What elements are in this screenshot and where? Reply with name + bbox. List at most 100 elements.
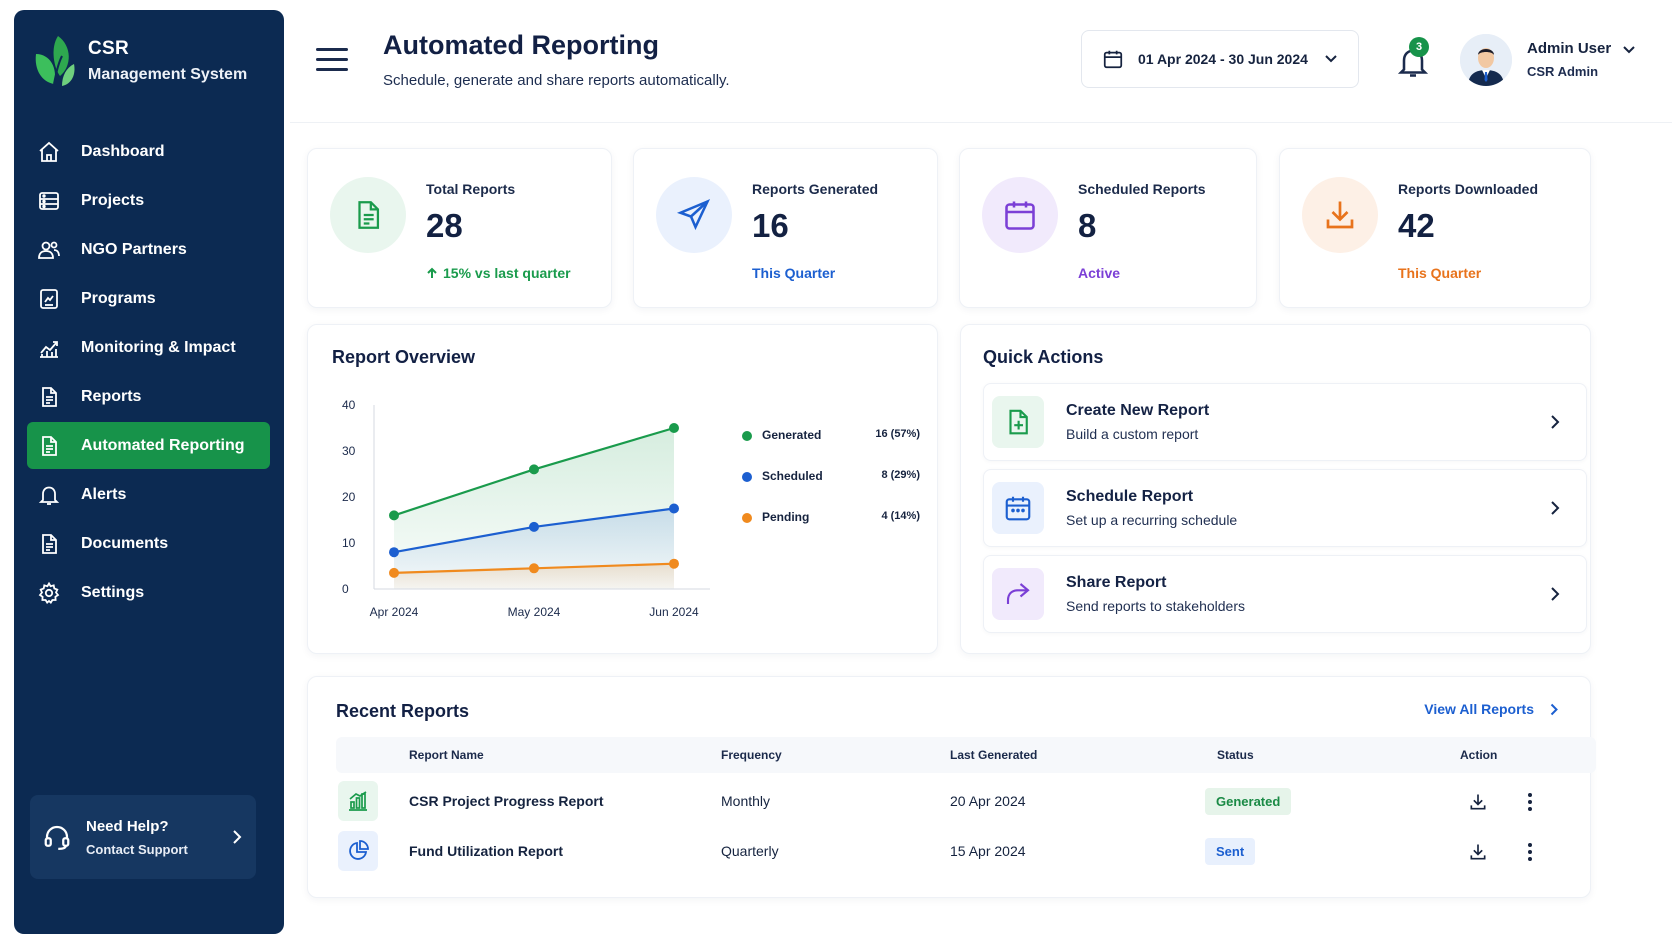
brand-subtitle: Management System <box>88 66 248 83</box>
stat-value: 42 <box>1398 207 1435 244</box>
header-divider <box>290 122 1672 123</box>
report-name[interactable]: CSR Project Progress Report <box>409 793 604 809</box>
document-plus-icon <box>1009 409 1028 435</box>
users-icon <box>38 241 60 259</box>
page-title: Automated Reporting <box>383 30 659 60</box>
column-header-status: Status <box>1217 748 1254 762</box>
qa-icon-wrap <box>992 482 1044 534</box>
sidebar-item-label: Monitoring & Impact <box>81 338 236 356</box>
stat-label: Total Reports <box>426 181 516 197</box>
x-tick-label: Jun 2024 <box>649 605 699 619</box>
schedule-report-button[interactable]: Schedule Report Set up a recurring sched… <box>983 469 1587 547</box>
legend-label: Scheduled <box>762 469 823 483</box>
quick-actions-card: Quick Actions Create New Report Build a … <box>960 324 1591 654</box>
report-name[interactable]: Fund Utilization Report <box>409 843 563 859</box>
user-menu-chevron-icon[interactable] <box>1622 45 1636 55</box>
help-contact-support[interactable]: Need Help? Contact Support <box>30 795 256 879</box>
series-area-pending <box>394 563 674 589</box>
table-row: CSR Project Progress Report Monthly 20 A… <box>336 777 1596 827</box>
stat-note: 15% vs last quarter <box>426 265 571 281</box>
stat-card-reports-generated: Reports Generated 16 This Quarter <box>633 148 938 308</box>
notification-count-badge: 3 <box>1409 37 1429 57</box>
download-icon <box>1470 794 1486 810</box>
download-button[interactable] <box>1465 839 1491 865</box>
chevron-right-icon <box>1551 415 1560 429</box>
sidebar-item-ngo-partners[interactable]: NGO Partners <box>27 226 270 273</box>
more-options-button[interactable] <box>1517 789 1543 815</box>
column-header-action: Action <box>1460 748 1498 762</box>
row-icon-wrap <box>338 831 378 871</box>
data-point-scheduled[interactable] <box>529 521 539 532</box>
column-header-frequency: Frequency <box>721 748 782 762</box>
y-tick-label: 20 <box>342 490 356 504</box>
sidebar-item-monitoring[interactable]: Monitoring & Impact <box>27 324 270 371</box>
sidebar-item-label: Documents <box>81 534 169 552</box>
x-tick-label: May 2024 <box>508 605 561 619</box>
stat-label: Reports Downloaded <box>1398 181 1539 197</box>
sidebar-item-projects[interactable]: Projects <box>27 177 270 224</box>
date-range-picker[interactable]: 01 Apr 2024 - 30 Jun 2024 <box>1081 30 1359 88</box>
sidebar-item-dashboard[interactable]: Dashboard <box>27 128 270 175</box>
sidebar-item-programs[interactable]: Programs <box>27 275 270 322</box>
download-icon <box>1470 844 1486 860</box>
table-row: Fund Utilization Report Quarterly 15 Apr… <box>336 827 1596 877</box>
quick-actions-title: Quick Actions <box>983 347 1104 367</box>
stat-note: Active <box>1078 265 1121 281</box>
sidebar-item-documents[interactable]: Documents <box>27 520 270 567</box>
report-overview-title: Report Overview <box>332 347 476 367</box>
gear-icon <box>38 581 60 604</box>
view-all-reports-link[interactable]: View All Reports <box>1424 701 1558 717</box>
chart-legend: Generated 16 (57%) Scheduled 8 (29%) Pen… <box>742 427 920 550</box>
sidebar-item-settings[interactable]: Settings <box>27 569 270 616</box>
paper-plane-icon <box>676 199 711 231</box>
legend-dot <box>742 513 752 523</box>
download-button[interactable] <box>1465 789 1491 815</box>
sidebar-item-reports[interactable]: Reports <box>27 373 270 420</box>
data-point-generated[interactable] <box>389 510 399 521</box>
chevron-right-icon <box>1550 703 1558 715</box>
chevron-down-icon <box>1325 55 1337 63</box>
sidebar-item-label: NGO Partners <box>81 240 187 258</box>
sidebar-item-label: Projects <box>81 191 145 209</box>
bar-chart-icon <box>349 791 367 811</box>
hamburger-menu-icon[interactable] <box>316 48 348 72</box>
stat-note-text: 15% vs last quarter <box>443 265 571 281</box>
data-point-scheduled[interactable] <box>389 547 399 558</box>
data-point-pending[interactable] <box>529 563 539 574</box>
more-options-button[interactable] <box>1517 839 1543 865</box>
help-subtitle: Contact Support <box>86 841 188 857</box>
row-icon-wrap <box>338 781 378 821</box>
report-frequency: Monthly <box>721 793 771 809</box>
data-point-generated[interactable] <box>669 423 679 433</box>
data-point-generated[interactable] <box>529 464 539 475</box>
data-point-scheduled[interactable] <box>669 503 679 514</box>
table-header: Report Name Frequency Last Generated Sta… <box>336 737 1596 773</box>
stat-value: 8 <box>1078 207 1097 244</box>
share-report-button[interactable]: Share Report Send reports to stakeholder… <box>983 555 1587 633</box>
calendar-icon <box>1103 50 1123 69</box>
home-icon <box>39 141 59 162</box>
data-point-pending[interactable] <box>389 567 399 578</box>
sidebar-item-label: Reports <box>81 387 142 405</box>
avatar[interactable] <box>1460 34 1512 86</box>
sidebar: CSR Management System Dashboard Projects… <box>14 10 284 934</box>
qa-title: Share Report <box>1066 574 1167 591</box>
y-tick-label: 40 <box>342 398 356 412</box>
stat-note: This Quarter <box>1398 265 1482 281</box>
sidebar-item-alerts[interactable]: Alerts <box>27 471 270 518</box>
create-new-report-button[interactable]: Create New Report Build a custom report <box>983 383 1587 461</box>
legend-label: Pending <box>762 510 810 524</box>
legend-value: 16 (57%) <box>875 428 920 440</box>
sidebar-item-automated-reporting[interactable]: Automated Reporting <box>27 422 270 469</box>
share-icon <box>1006 583 1030 604</box>
y-tick-label: 30 <box>342 444 356 458</box>
brand[interactable]: CSR Management System <box>32 34 247 88</box>
recent-reports-card: Recent Reports View All Reports Report N… <box>307 676 1596 898</box>
chart-icon <box>40 340 58 358</box>
calendar-icon <box>1005 496 1031 521</box>
legend-dot <box>742 431 752 441</box>
projects-icon <box>39 191 59 210</box>
data-point-pending[interactable] <box>669 558 679 569</box>
stat-label: Reports Generated <box>752 181 879 197</box>
leaf-logo-icon <box>35 36 75 86</box>
